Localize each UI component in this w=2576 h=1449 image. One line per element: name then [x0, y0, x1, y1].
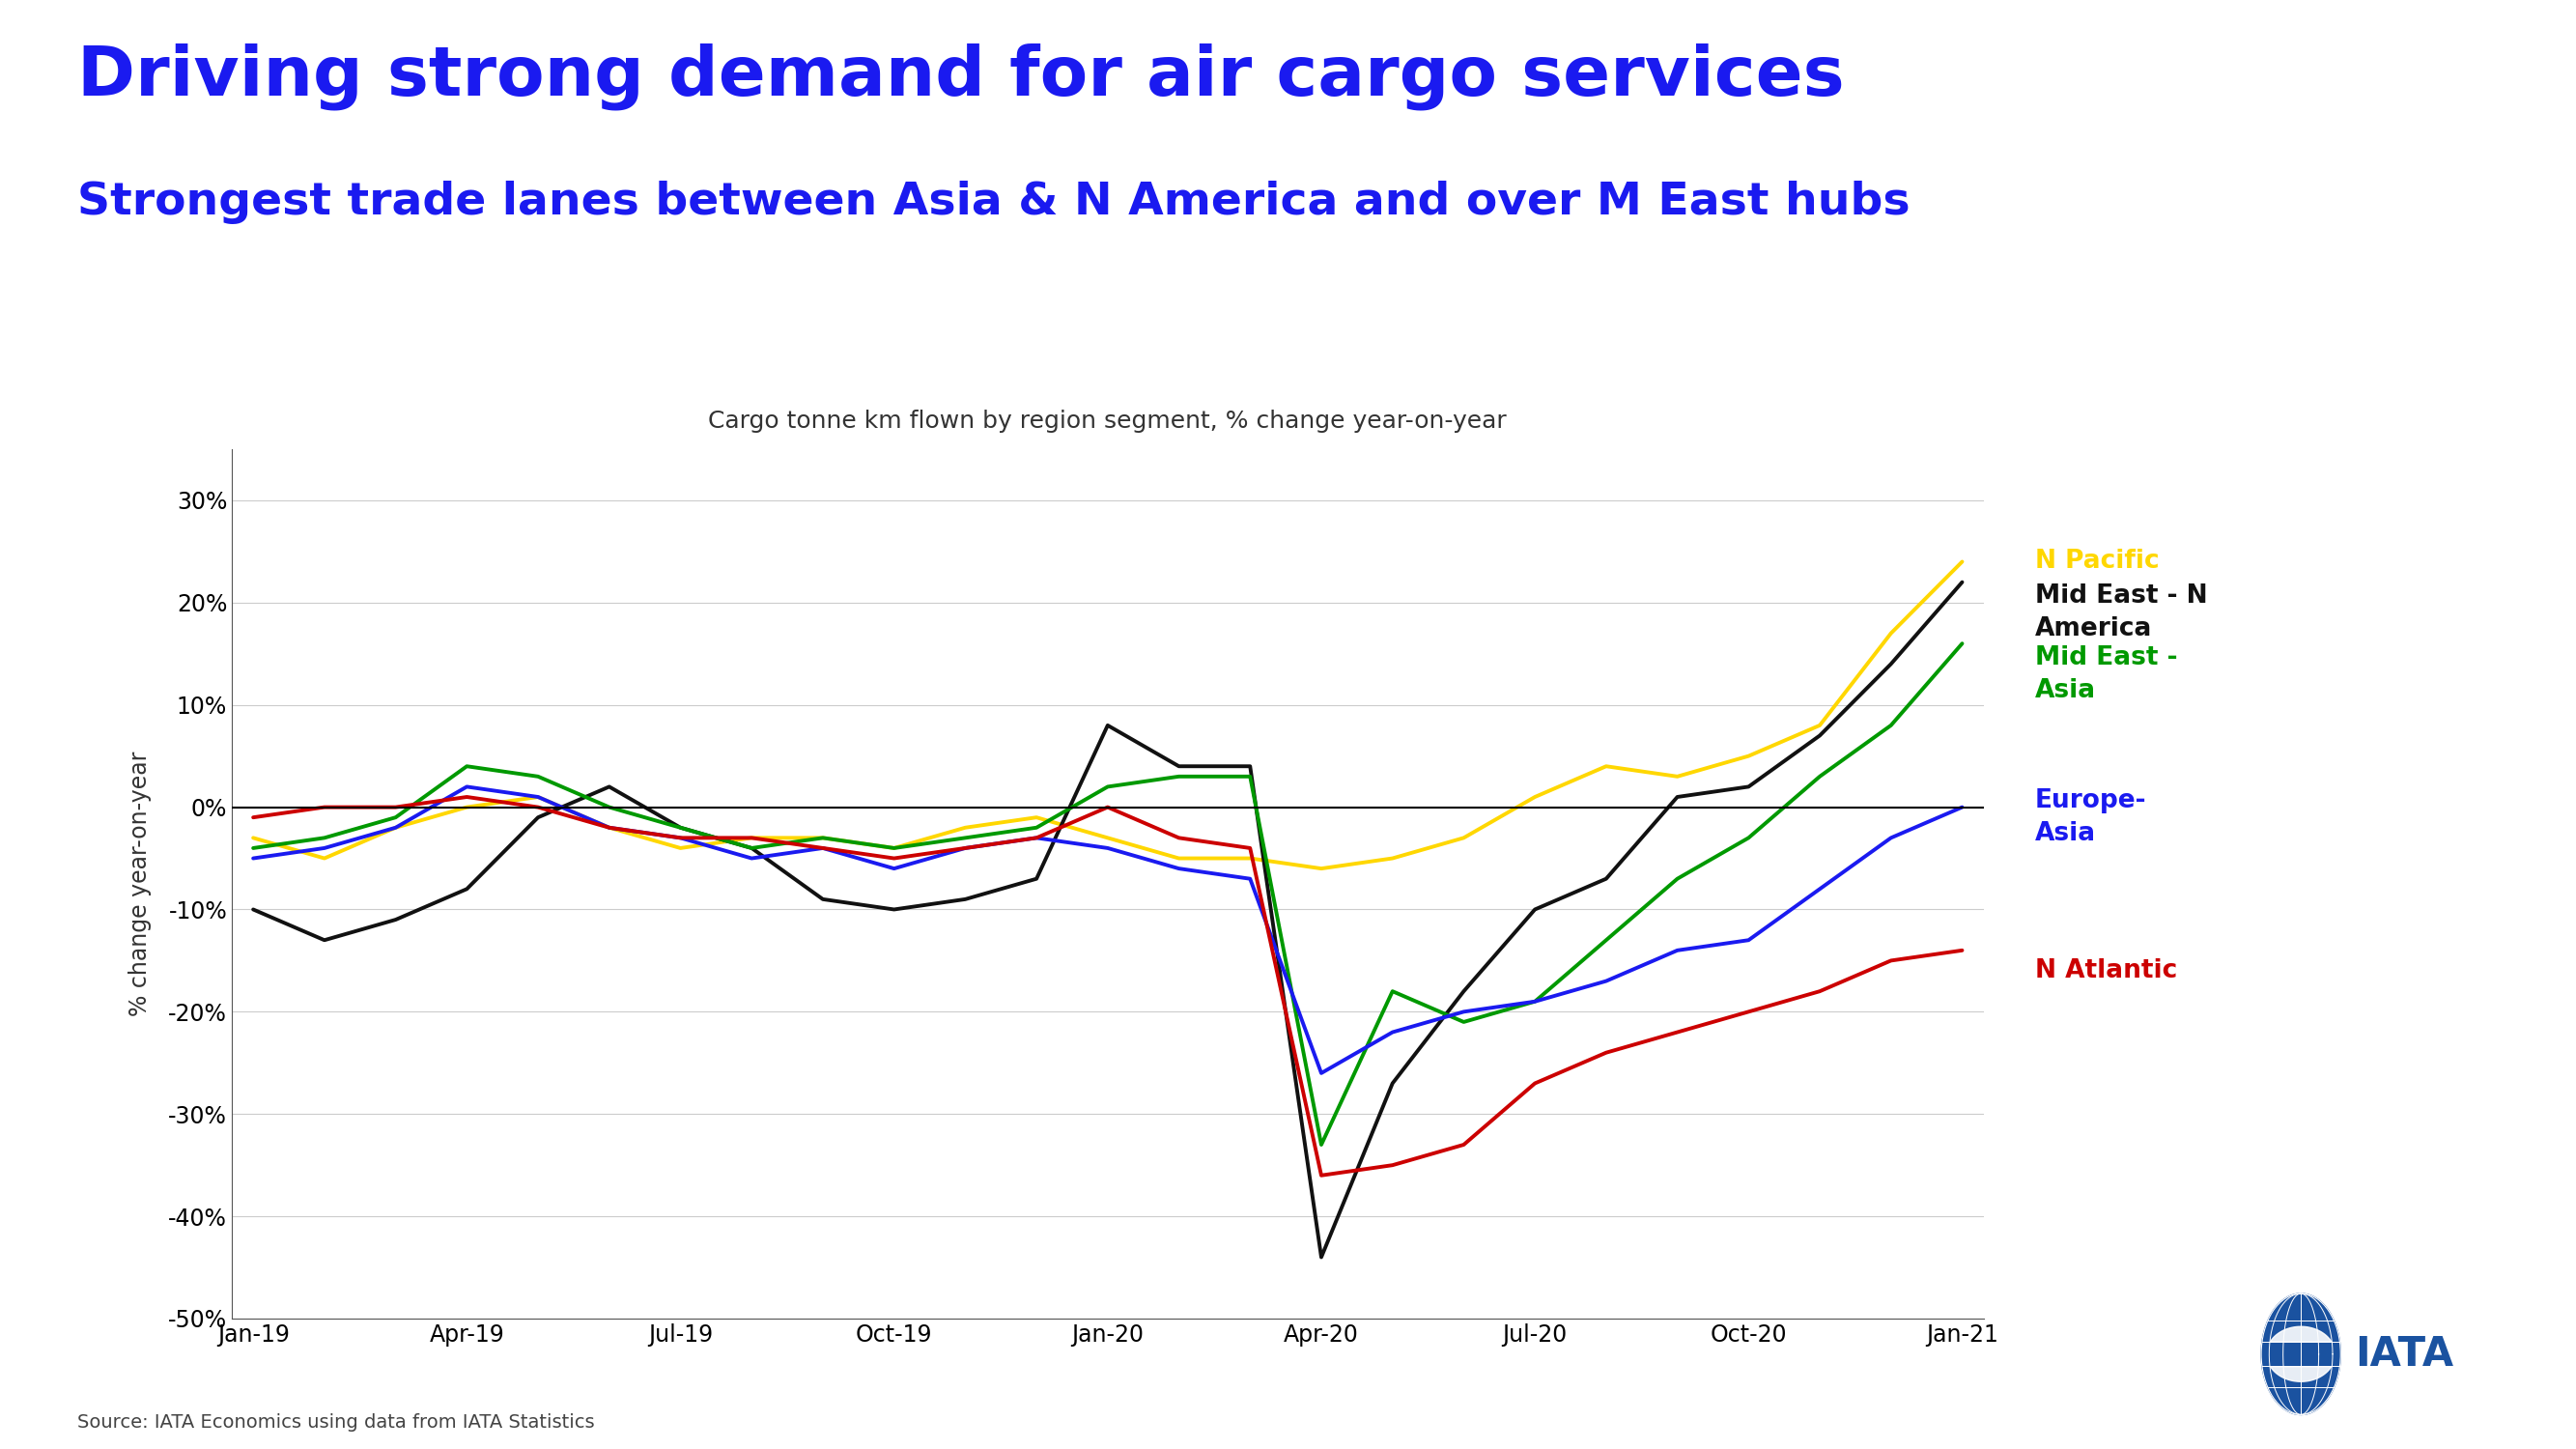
Polygon shape [2269, 1327, 2331, 1342]
Text: Driving strong demand for air cargo services: Driving strong demand for air cargo serv… [77, 43, 1844, 110]
Text: Source: IATA Economics using data from IATA Statistics: Source: IATA Economics using data from I… [77, 1413, 595, 1432]
Text: Mid East -
Asia: Mid East - Asia [2035, 645, 2177, 703]
Y-axis label: % change year-on-year: % change year-on-year [129, 752, 152, 1016]
Text: N Pacific: N Pacific [2035, 549, 2159, 574]
Text: Europe-
Asia: Europe- Asia [2035, 788, 2146, 846]
Text: Mid East - N
America: Mid East - N America [2035, 584, 2208, 642]
Title: Cargo tonne km flown by region segment, % change year-on-year: Cargo tonne km flown by region segment, … [708, 410, 1507, 433]
Text: N Atlantic: N Atlantic [2035, 958, 2177, 984]
Polygon shape [2269, 1366, 2331, 1381]
Text: IATA: IATA [2354, 1333, 2452, 1374]
Text: Strongest trade lanes between Asia & N America and over M East hubs: Strongest trade lanes between Asia & N A… [77, 181, 1911, 225]
Circle shape [2262, 1294, 2342, 1414]
